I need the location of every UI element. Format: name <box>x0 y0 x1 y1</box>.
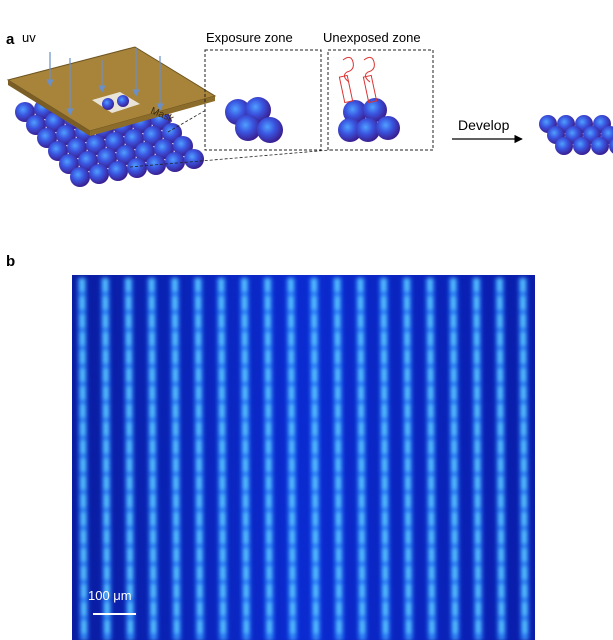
figure: a uv Mask Exposure zone Unexposed zone D… <box>0 0 613 640</box>
sphere <box>257 117 283 143</box>
sphere <box>573 137 591 155</box>
sphere <box>108 161 128 181</box>
micrograph <box>72 275 535 640</box>
stripe-core <box>430 278 432 640</box>
stripe-core <box>105 278 107 640</box>
stripe-core <box>384 278 386 640</box>
zone-label: Exposure zone <box>206 30 293 45</box>
sphere <box>376 116 400 140</box>
stripe-core <box>453 278 455 640</box>
stripe-core <box>360 278 362 640</box>
sphere <box>235 115 261 141</box>
sphere <box>591 137 609 155</box>
sphere <box>89 164 109 184</box>
stripe-core <box>523 278 525 640</box>
stripe-core <box>314 278 316 640</box>
stripe-core <box>500 278 502 640</box>
stripe-core <box>476 278 478 640</box>
scale-bar-label: 100 μm <box>88 588 132 603</box>
sphere <box>555 137 573 155</box>
stripe-core <box>128 278 130 640</box>
stripe-core <box>198 278 200 640</box>
developed-spheres <box>539 115 613 155</box>
stripe-core <box>244 278 246 640</box>
stripe-core <box>268 278 270 640</box>
stripe-core <box>221 278 223 640</box>
develop-label: Develop <box>458 117 510 133</box>
sphere <box>70 167 90 187</box>
stripe-core <box>152 278 154 640</box>
spheres <box>225 97 400 143</box>
uv-label: uv <box>22 30 36 45</box>
sphere <box>127 158 147 178</box>
panel-label: a <box>6 31 15 48</box>
sphere <box>165 152 185 172</box>
polymer-chains <box>339 57 376 102</box>
stripe-core <box>175 278 177 640</box>
sphere <box>184 149 204 169</box>
stripe-core <box>407 278 409 640</box>
stripe-core <box>337 278 339 640</box>
zone-label: Unexposed zone <box>323 30 421 45</box>
panel-label: b <box>6 253 15 270</box>
stripe-core <box>82 278 84 640</box>
stripe-core <box>291 278 293 640</box>
